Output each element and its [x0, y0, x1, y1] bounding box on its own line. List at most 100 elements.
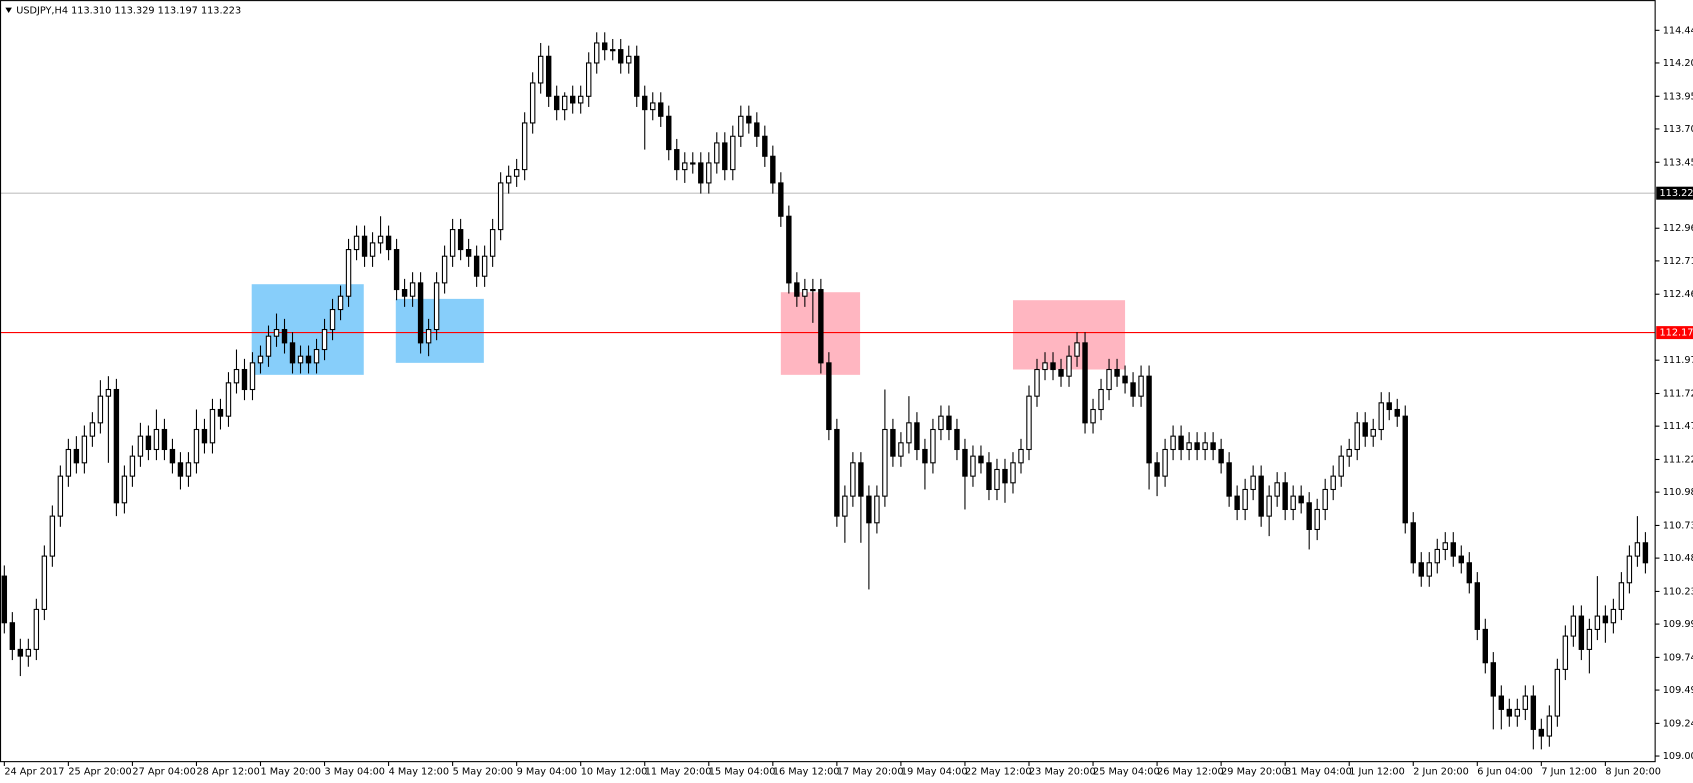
candle-body	[610, 49, 616, 52]
x-tick-label: 29 May 20:00	[1221, 766, 1288, 777]
candle-body	[121, 475, 128, 504]
candle-body	[754, 122, 760, 137]
candle-body	[1002, 468, 1008, 484]
y-tick-label: 111.970	[1663, 355, 1693, 366]
x-tick-label: 22 May 12:00	[965, 766, 1032, 777]
candle-body	[1098, 388, 1104, 411]
candle-body	[57, 475, 64, 517]
candle-body	[602, 42, 608, 51]
candle-body	[41, 555, 48, 610]
candle-body	[810, 289, 816, 292]
candle-body	[1546, 715, 1553, 737]
candle-body	[866, 495, 872, 524]
candle-body	[1202, 442, 1208, 451]
candle-body	[233, 368, 240, 384]
candle-body	[770, 155, 776, 184]
candle-body	[65, 448, 72, 477]
candle-body	[217, 408, 224, 417]
candle-body	[1514, 708, 1521, 717]
x-tick-label: 31 May 04:00	[1285, 766, 1352, 777]
candle-body	[161, 428, 168, 451]
candle-body	[1010, 462, 1016, 484]
candle-body	[401, 289, 408, 297]
candle-body	[1090, 408, 1096, 424]
candle-body	[25, 648, 32, 657]
candle-body	[1346, 448, 1352, 457]
candle-body	[529, 82, 536, 124]
x-tick-label: 5 May 20:00	[453, 766, 513, 777]
candle-body	[858, 462, 864, 497]
candle-body	[850, 462, 856, 497]
candle-body	[353, 235, 360, 251]
candle-body	[1474, 582, 1480, 630]
candle-body	[369, 242, 376, 257]
candle-body	[137, 435, 144, 457]
candle-body	[1538, 728, 1545, 737]
candle-body	[305, 355, 312, 364]
candle-body	[1570, 615, 1577, 637]
candle-body	[1106, 368, 1112, 391]
candle-body	[1610, 608, 1617, 624]
candle-body	[193, 428, 200, 464]
y-tick-label: 110.730	[1663, 520, 1693, 531]
candle-body	[1626, 555, 1633, 584]
candle-body	[714, 142, 720, 164]
x-tick-label: 7 Jun 12:00	[1541, 766, 1597, 777]
x-tick-label: 19 May 04:00	[901, 766, 968, 777]
candle-body	[1066, 355, 1072, 377]
candle-body	[9, 622, 16, 650]
x-tick-label: 15 May 04:00	[709, 766, 776, 777]
price-label-box	[1656, 186, 1693, 200]
candle-body	[1434, 548, 1440, 564]
candle-body	[618, 49, 624, 64]
candle-body	[882, 428, 888, 497]
candle-body	[169, 448, 176, 464]
zone	[395, 298, 484, 363]
candle-body	[1354, 422, 1360, 451]
plot-frame	[0, 0, 1656, 763]
candle-body	[818, 289, 824, 364]
x-tick-label: 6 Jun 04:00	[1477, 766, 1533, 777]
candle-body	[1258, 475, 1264, 517]
candle-body	[946, 415, 952, 431]
candle-body	[994, 468, 1000, 491]
candle-body	[1338, 455, 1344, 477]
candle-body	[297, 355, 304, 364]
candle-body	[786, 215, 792, 284]
candle-body	[1050, 362, 1056, 371]
chart-title: USDJPY,H4 113.310 113.329 113.197 113.22…	[16, 5, 241, 16]
candle-body	[1506, 708, 1513, 717]
y-tick-label: 109.990	[1663, 619, 1693, 630]
candle-body	[1418, 562, 1424, 577]
candle-body	[97, 395, 104, 424]
candle-body	[658, 102, 664, 117]
candle-body	[890, 428, 896, 457]
candle-body	[1122, 375, 1128, 384]
candle-body	[690, 162, 696, 165]
candle-body	[1274, 482, 1280, 497]
candle-body	[201, 428, 208, 444]
candle-body	[1442, 542, 1448, 550]
price-label-box	[1656, 326, 1693, 340]
candle-body	[1634, 542, 1641, 557]
y-tick-label: 111.475	[1663, 421, 1693, 432]
candle-body	[1402, 415, 1408, 524]
candle-body	[289, 342, 296, 364]
candle-body	[361, 235, 368, 257]
candle-body	[553, 95, 560, 111]
x-tick-label: 24 Apr 2017	[4, 766, 64, 777]
candle-body	[185, 462, 192, 477]
candle-body	[481, 255, 488, 277]
candle-body	[273, 328, 280, 337]
candle-body	[417, 282, 424, 344]
candle-body	[1026, 395, 1032, 451]
candle-body	[586, 62, 592, 97]
candle-body	[1594, 615, 1601, 630]
candle-body	[778, 182, 784, 217]
candle-body	[674, 149, 680, 171]
candle-body	[634, 55, 640, 97]
candle-body	[577, 95, 584, 104]
candle-body	[1082, 342, 1088, 424]
y-tick-label: 112.960	[1663, 223, 1693, 234]
price-label: 112.177	[1659, 328, 1693, 339]
